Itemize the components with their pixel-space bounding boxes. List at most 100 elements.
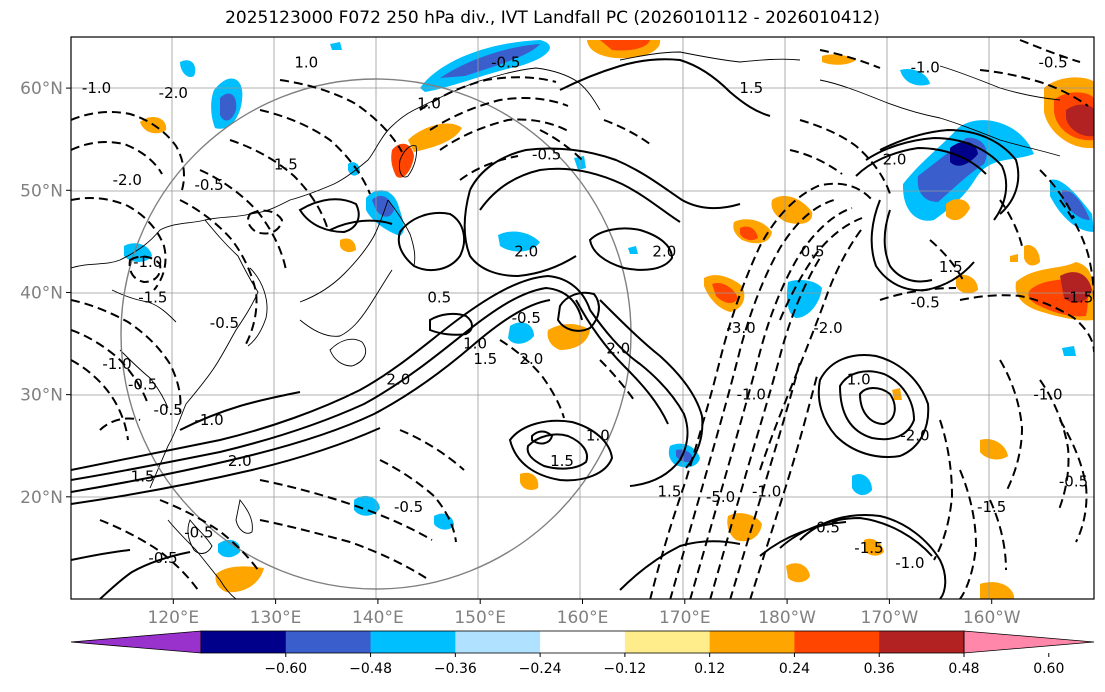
contour-label: -0.5 [1059, 472, 1088, 490]
colorbar-tick-label: 0.60 [1033, 661, 1064, 677]
colorbar-segment [540, 631, 626, 653]
contour-label: -1.5 [854, 539, 883, 557]
contour-label: -0.5 [491, 54, 520, 72]
contour-label: -2.0 [813, 319, 842, 337]
colorbar-tick-label: −0.12 [603, 661, 646, 677]
contour-label: 0.5 [427, 289, 451, 307]
contour-label: -0.5 [154, 401, 183, 419]
colorbar-segment [879, 631, 965, 653]
contour-label: -2.0 [900, 427, 929, 445]
lon-tick-label: 160°W [963, 608, 1021, 628]
contour-label: -0.5 [1038, 54, 1067, 72]
colorbar-segment [201, 631, 287, 653]
colorbar-tick-label: 0.36 [864, 661, 895, 677]
contour-labels: -0.5 1.0 -0.5 1.5 2.0 -1.0 -0.5 1.0 -2.0 -1.0 1.5 -… [82, 54, 1093, 573]
contour-label: 2.0 [652, 243, 676, 261]
contour-label: -1.5 [138, 289, 167, 307]
colorbar-extend-high [963, 630, 1095, 654]
contour-label: -1.5 [977, 498, 1006, 516]
colorbar-tick-label: −0.36 [434, 661, 477, 677]
contour-label: 1.5 [274, 156, 298, 174]
lon-tick-label: 170°W [861, 608, 919, 628]
contour-label: 1.0 [847, 370, 871, 388]
map-title: 2025123000 F072 250 hPa div., IVT Landfa… [225, 8, 880, 28]
lat-tick-label: 60°N [20, 79, 63, 99]
colorbar-segment [624, 631, 711, 653]
lat-tick-label: 50°N [20, 181, 63, 201]
contour-label: -1.0 [895, 554, 924, 572]
contour-label: 0.5 [801, 243, 825, 261]
contour-label: 1.5 [550, 452, 574, 470]
lon-tick-label: 180°W [758, 608, 816, 628]
colorbar-extend-low [70, 630, 202, 654]
positive-contours [71, 58, 1020, 599]
contour-label: 1.0 [417, 94, 441, 112]
contour-label: -1.0 [133, 253, 162, 271]
contour-label: -0.5 [512, 309, 541, 327]
map-area [71, 37, 1094, 599]
contour-label: -3.0 [726, 319, 755, 337]
contour-label: 2.0 [883, 151, 907, 169]
colorbar-segment [455, 631, 541, 653]
colorbar-tick-label: −0.24 [519, 661, 562, 677]
contour-label: 2.0 [606, 340, 630, 358]
colorbar-segment [285, 631, 372, 653]
lon-tick-label: 120°E [147, 608, 199, 628]
contour-label: -0.5 [394, 498, 423, 516]
colorbar-segment [794, 631, 880, 653]
colorbar: −0.60 −0.48 −0.36 −0.24 −0.12 0.12 0.24 0.36 0.4… [70, 630, 1095, 677]
contour-label: 1.0 [586, 427, 610, 445]
contour-label: -0.5 [532, 146, 561, 164]
contour-label: -2.0 [159, 84, 188, 102]
lon-tick-label: 160°E [557, 608, 609, 628]
colorbar-segment [709, 631, 795, 653]
lon-tick-label: 140°E [352, 608, 404, 628]
lat-tick-label: 20°N [20, 488, 63, 508]
contour-label: -1.0 [737, 386, 766, 404]
colorbar-segment [370, 631, 456, 653]
latitude-tick-labels: 20°N 30°N 40°N 50°N 60°N [20, 79, 71, 508]
contour-label: 2.0 [386, 370, 410, 388]
contour-label: 0.5 [816, 518, 840, 536]
colorbar-tick-label: −0.48 [349, 661, 392, 677]
contour-label: -1.0 [102, 355, 131, 373]
lat-tick-label: 30°N [20, 386, 63, 406]
contour-label: 2.0 [519, 350, 543, 368]
lat-tick-label: 40°N [20, 283, 63, 303]
contour-label: -0.5 [210, 314, 239, 332]
colorbar-outline [200, 630, 965, 654]
colorbar-tick-label: 0.24 [779, 661, 810, 677]
contour-label: 1.0 [294, 54, 318, 72]
contour-label: -2.0 [113, 171, 142, 189]
contour-label: 1.5 [473, 350, 497, 368]
contour-label: 1.5 [658, 483, 682, 501]
contour-label: -1.0 [1033, 386, 1062, 404]
contour-label: -1.0 [82, 79, 111, 97]
contour-label: -1.0 [911, 59, 940, 77]
contour-label: -5.0 [706, 488, 735, 506]
range-circle [120, 78, 632, 590]
colorbar-tick-label: 0.12 [694, 661, 725, 677]
longitude-tick-labels: 120°E 130°E 140°E 150°E 160°E 170°E 180°W 170°W… [147, 599, 1021, 628]
contour-label: 1.5 [131, 467, 155, 485]
contour-label: 1.0 [463, 335, 487, 353]
colorbar-tick-label: −0.60 [264, 661, 307, 677]
contour-label: 2.0 [228, 452, 252, 470]
contour-label: -1.0 [752, 483, 781, 501]
contour-label: 2.0 [514, 243, 538, 261]
negative-contours [71, 39, 1094, 599]
lon-tick-label: 150°E [454, 608, 506, 628]
contour-label: -0.5 [194, 176, 223, 194]
contour-label: -0.5 [184, 524, 213, 542]
contour-label: -0.5 [148, 549, 177, 567]
contour-label: -1.0 [194, 411, 223, 429]
divergence-fills [124, 40, 1094, 599]
contour-label: -0.5 [128, 375, 157, 393]
contour-label: -1.5 [1064, 289, 1093, 307]
coastlines [71, 51, 1061, 599]
graticule [71, 37, 1094, 599]
contour-label: 1.5 [939, 258, 963, 276]
lon-tick-label: 130°E [250, 608, 302, 628]
contour-label: 1.5 [739, 79, 763, 97]
